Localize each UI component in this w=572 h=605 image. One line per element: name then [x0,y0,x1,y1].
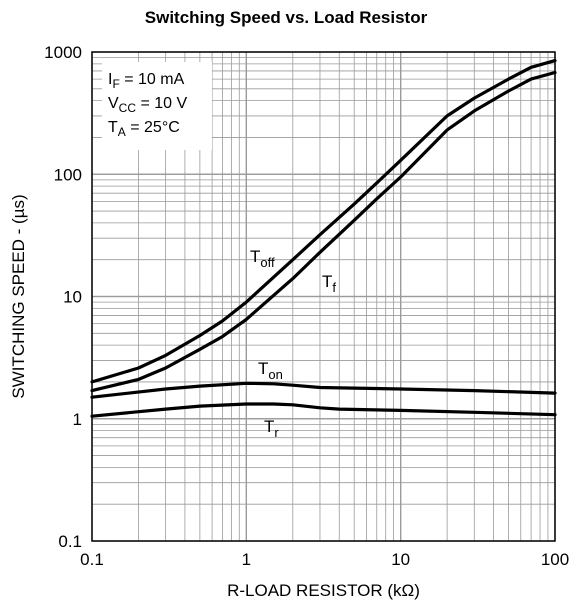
plot-frame [91,51,556,542]
y-axis-label: SWITCHING SPEED - (µs) [9,194,28,398]
series-line-ton [90,381,557,399]
y-tick-label: 1000 [44,43,82,62]
series-label-tr: Tr [264,417,279,440]
condition-text: TA = 25°C [108,119,180,139]
y-tick-label: 0.1 [58,532,82,551]
series-line-tf [90,70,557,393]
series-label-tf: Tf [322,272,336,295]
condition-text: VCC = 10 V [108,95,187,115]
y-tick-label: 100 [54,165,82,184]
y-tick-label: 1 [73,410,82,429]
series-line-toff [90,58,557,384]
x-tick-label: 1 [242,550,251,569]
series-label-ton: Ton [258,359,283,382]
x-tick-label: 0.1 [80,550,104,569]
series-line-tr [90,402,557,418]
chart-title: Switching Speed vs. Load Resistor [144,8,428,27]
y-tick-label: 10 [63,288,82,307]
x-tick-label: 10 [391,550,410,569]
series-label-toff: Toff [250,247,275,270]
conditions-box [102,62,212,150]
x-axis-label: R-LOAD RESISTOR (kΩ) [227,581,420,600]
condition-text: IF = 10 mA [108,71,185,91]
x-tick-label: 100 [541,550,569,569]
